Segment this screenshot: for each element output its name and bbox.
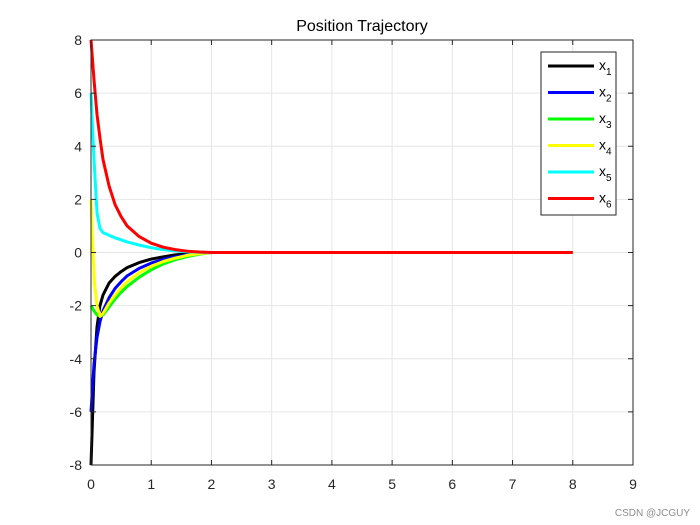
y-tick-label: -8	[70, 457, 83, 473]
x-tick-label: 9	[629, 476, 637, 492]
legend: x1 x2 x3 x4 x5 x6	[540, 51, 617, 216]
legend-label: x1	[599, 57, 612, 78]
legend-label: x6	[599, 190, 612, 211]
series-line-x6	[89, 39, 573, 254]
x-tick-label: 7	[509, 476, 517, 492]
legend-label: x4	[599, 137, 612, 158]
watermark: CSDN @JCGUY	[614, 508, 690, 519]
x-tick-label: 5	[388, 476, 396, 492]
y-tick-label: -2	[70, 298, 83, 314]
y-tick-label: 2	[74, 191, 82, 207]
x-tick-label: 1	[147, 476, 155, 492]
legend-label: x5	[599, 163, 612, 184]
x-tick-label: 4	[328, 476, 336, 492]
y-tick-label: 8	[74, 32, 82, 48]
legend-box	[540, 51, 617, 216]
chart-title: Position Trajectory	[296, 18, 428, 35]
axis-ticks: 0 1 2 3 4 5 6 7 8 9 -8 -6 -4 -2 0 2 4 6 8	[70, 32, 638, 492]
legend-label: x2	[599, 84, 612, 105]
y-tick-label: -6	[70, 404, 83, 420]
series-line-x4	[89, 199, 573, 318]
y-tick-label: -4	[70, 351, 83, 367]
x-tick-label: 3	[268, 476, 276, 492]
x-tick-label: 2	[208, 476, 216, 492]
x-tick-label: 6	[448, 476, 456, 492]
series-lines	[89, 39, 573, 466]
y-tick-label: 6	[74, 85, 82, 101]
x-tick-label: 0	[87, 476, 95, 492]
y-tick-label: 4	[74, 138, 82, 154]
x-tick-label: 8	[569, 476, 577, 492]
y-tick-label: 0	[74, 245, 82, 261]
legend-label: x3	[599, 110, 612, 131]
